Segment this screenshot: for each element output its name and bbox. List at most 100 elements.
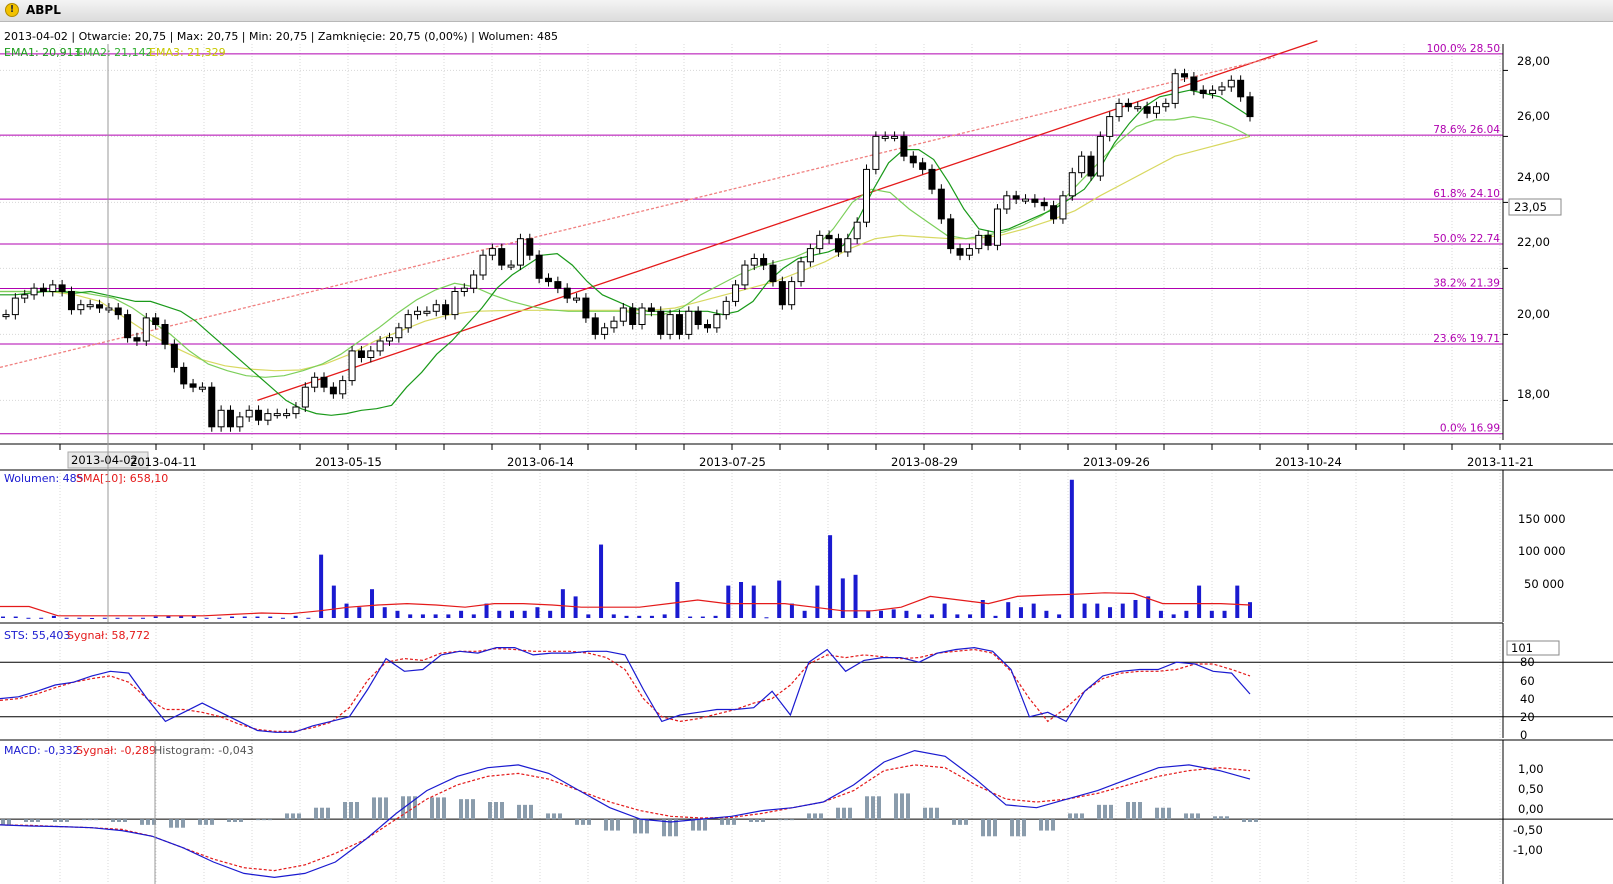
volume-bar — [751, 585, 756, 618]
candle-body — [881, 135, 889, 139]
volume-bar — [357, 607, 362, 618]
candle-body — [1050, 205, 1058, 220]
candle-body — [414, 310, 422, 316]
y-tick-label: -1,00 — [1513, 843, 1543, 857]
macd-histogram-bar — [30, 819, 34, 822]
sts-y-axis: 101 80 60 40 20 0 — [1502, 623, 1560, 742]
volume-bar — [980, 600, 985, 618]
candle-body — [900, 135, 908, 157]
current-price-box — [1508, 198, 1562, 216]
x-tick-label: 2013-08-29 — [891, 455, 958, 469]
macd-histogram-bar — [819, 813, 823, 820]
volume-bar — [1120, 603, 1125, 618]
fib-level-label: 0.0% 16.99 — [1440, 423, 1500, 435]
y-tick-label: 20,00 — [1517, 307, 1550, 321]
y-tick-label: 1,00 — [1518, 762, 1544, 776]
candle-body — [105, 307, 113, 311]
volume-bar — [26, 617, 31, 619]
candle-body — [629, 307, 637, 325]
y-tick-label: 20 — [1520, 710, 1535, 724]
candle-body — [657, 310, 665, 335]
macd-histogram-bar — [662, 819, 666, 837]
candle-body — [965, 248, 973, 256]
macd-histogram-bar — [169, 819, 173, 828]
macd-histogram-bar — [175, 819, 179, 828]
volume-bar — [268, 616, 273, 618]
macd-histogram-bar — [1155, 807, 1159, 820]
macd-histogram-bar — [36, 819, 40, 822]
x-tick-label: 2013-05-15 — [315, 455, 382, 469]
volume-bar — [242, 616, 247, 618]
macd-lines[interactable] — [0, 749, 1613, 879]
macd-histogram-bar — [952, 819, 956, 825]
volume-bars[interactable] — [0, 479, 1252, 619]
candle-body — [114, 307, 122, 316]
macd-histogram-bar — [703, 819, 707, 831]
candle-body — [825, 234, 833, 240]
volume-bar — [90, 618, 95, 619]
candle-body — [1209, 89, 1217, 94]
candle-body — [1190, 76, 1198, 91]
volume-bar — [815, 585, 820, 618]
candle-body — [1143, 106, 1151, 114]
candle-body — [760, 258, 768, 266]
candle-body — [685, 310, 693, 335]
macd-histogram-bar — [552, 813, 556, 820]
candle-body — [1003, 195, 1011, 210]
candle-body — [1124, 102, 1132, 108]
trendlines[interactable] — [0, 40, 1318, 402]
candle-body — [507, 264, 515, 268]
macd-histogram-bar — [790, 819, 794, 821]
macd-histogram-bar — [587, 819, 591, 825]
macd-histogram-bar — [320, 807, 324, 820]
macd-histogram-bar — [53, 819, 57, 822]
x-tick-label: 2013-10-24 — [1275, 455, 1342, 469]
candle-body — [1059, 195, 1067, 220]
candle-body — [975, 234, 983, 250]
x-axis: 2013-04-02 2013-04-11 2013-05-15 2013-06… — [0, 443, 1613, 469]
chart-canvas[interactable]: 100.0% 28.50 78.6% 26.04 61.8% 24.10 50.0% … — [0, 22, 1613, 884]
volume-bar — [586, 614, 591, 618]
candle-body — [180, 366, 188, 385]
candle-body — [367, 350, 375, 358]
macd-histogram-bar — [1016, 819, 1020, 837]
macd-histogram-bar — [1167, 807, 1171, 820]
macd-histogram-bar — [1010, 819, 1014, 837]
macd-histogram-bar — [1225, 816, 1229, 820]
volume-bar — [917, 614, 922, 618]
candle-body — [694, 310, 702, 325]
macd-histogram-bar — [813, 813, 817, 820]
ema1-label: EMA1: 20,913 — [4, 46, 81, 59]
macd-histogram-bar — [1103, 804, 1107, 820]
candle-body — [1152, 106, 1160, 114]
macd-histogram-bar — [645, 819, 649, 834]
volume-bar — [1184, 610, 1189, 618]
volume-bar — [115, 617, 120, 619]
candle-body — [544, 277, 552, 283]
candle-body — [86, 304, 94, 308]
volume-bar — [802, 610, 807, 618]
stochastic-lines[interactable] — [0, 646, 1613, 733]
macd-histogram-bar — [256, 819, 260, 821]
volume-bar — [293, 615, 298, 618]
warning-icon[interactable]: ! — [5, 3, 19, 17]
macd-histogram-bar — [1126, 802, 1130, 820]
candle-body — [320, 376, 328, 388]
x-cursor-label: 2013-04-02 — [71, 453, 138, 467]
ema2-label: EMA2: 21,142 — [76, 46, 153, 59]
candle-body — [1199, 89, 1207, 94]
candle-body — [77, 304, 85, 311]
candle-body — [834, 238, 842, 253]
macd-histogram-bar — [807, 813, 811, 820]
volume-bar — [1197, 585, 1202, 618]
candle-body — [750, 258, 758, 266]
macd-histogram-bar — [117, 819, 121, 822]
candle-body — [245, 409, 253, 418]
candle-body — [638, 307, 646, 325]
candle-body — [339, 380, 347, 395]
candle-body — [535, 254, 543, 279]
fib-level-label: 61.8% 24.10 — [1433, 188, 1500, 200]
volume-bar — [408, 614, 413, 618]
candlesticks[interactable] — [2, 68, 1254, 432]
candle-body — [675, 314, 683, 335]
